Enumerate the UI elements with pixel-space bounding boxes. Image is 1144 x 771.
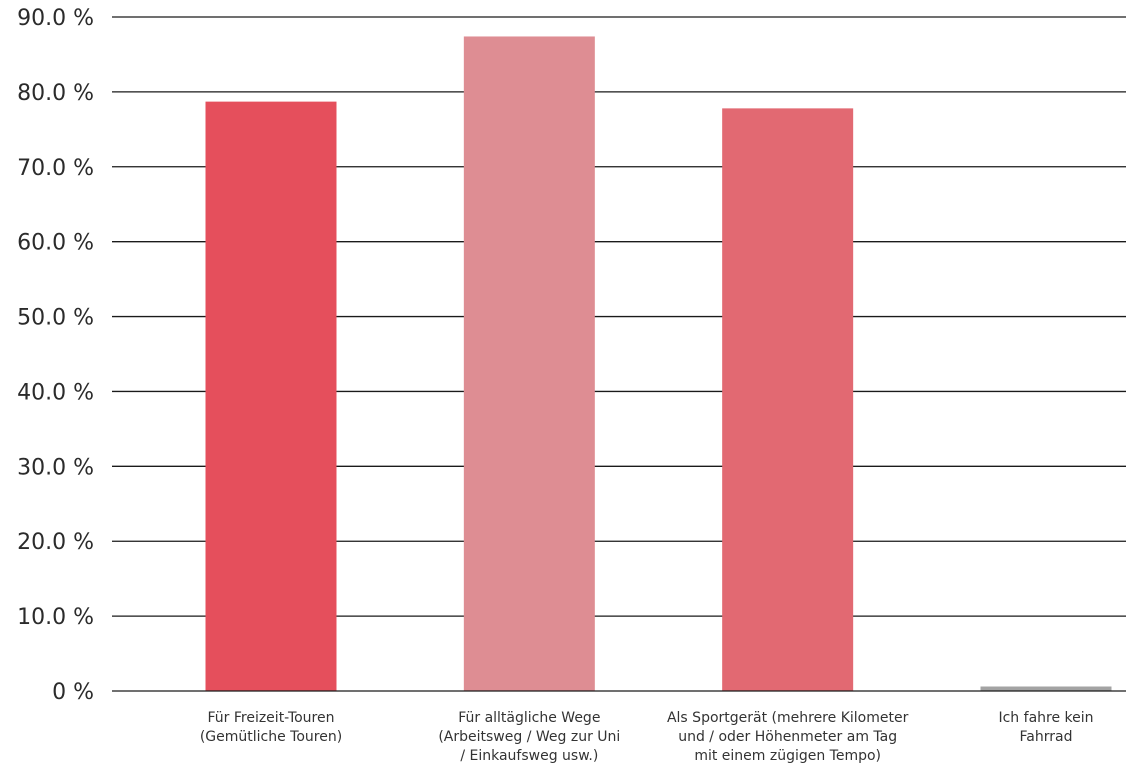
y-tick-label: 60.0 % xyxy=(17,231,94,256)
x-category-label-line: Ich fahre kein xyxy=(998,710,1093,726)
y-tick-label: 30.0 % xyxy=(17,455,94,480)
x-category-label-line: / Einkaufsweg usw.) xyxy=(460,748,598,764)
y-tick-label: 90.0 % xyxy=(17,6,94,31)
x-category-label-line: und / oder Höhenmeter am Tag xyxy=(678,729,897,745)
x-axis-category-labels: Für Freizeit-Touren (Gemütliche Touren)Fü… xyxy=(200,710,1094,764)
bars xyxy=(205,36,1112,691)
x-category-label-line: Für alltägliche Wege xyxy=(458,710,600,726)
x-category-label: Als Sportgerät (mehrere Kilometer und / o… xyxy=(667,710,909,764)
x-category-label: Für Freizeit-Touren (Gemütliche Touren) xyxy=(200,710,342,745)
y-tick-label: 70.0 % xyxy=(17,156,94,181)
y-tick-label: 40.0 % xyxy=(17,380,94,405)
bar xyxy=(205,101,337,691)
y-tick-label: 10.0 % xyxy=(17,605,94,630)
bar xyxy=(980,686,1112,691)
x-category-label: Ich fahre kein Fahrrad xyxy=(998,710,1093,745)
x-category-label-line: mit einem zügigen Tempo) xyxy=(694,748,881,764)
x-category-label-line: (Arbeitsweg / Weg zur Uni xyxy=(438,729,620,745)
x-category-label-line: Fahrrad xyxy=(1020,729,1073,745)
y-tick-label: 80.0 % xyxy=(17,81,94,106)
x-category-label-line: (Gemütliche Touren) xyxy=(200,729,342,745)
y-tick-label: 0 % xyxy=(52,680,94,705)
x-category-label-line: Als Sportgerät (mehrere Kilometer xyxy=(667,710,909,726)
x-category-label-line: Für Freizeit-Touren xyxy=(207,710,334,726)
y-axis-tick-labels: 0 % 10.0 % 20.0 % 30.0 % 40.0 % 50.0 % 60.0 % 7… xyxy=(17,6,94,705)
bar xyxy=(463,36,595,691)
y-tick-label: 20.0 % xyxy=(17,530,94,555)
x-category-label: Für alltägliche Wege (Arbeitsweg / Weg zu… xyxy=(438,710,620,764)
y-tick-label: 50.0 % xyxy=(17,306,94,331)
bar xyxy=(722,108,854,691)
